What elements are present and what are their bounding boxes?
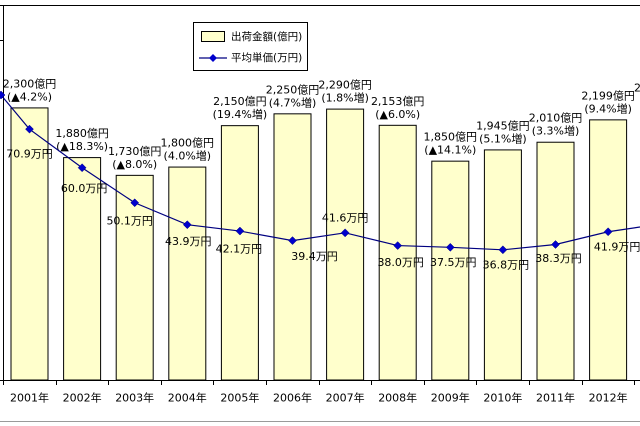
clipped-bar-label-right-edge: 2 [634,82,640,95]
bar-change-label-2004: (4.0%増) [164,150,212,163]
x-tick-label-2001: 2001年 [10,391,49,405]
bar-value-label-2010: 1,945億円 [476,119,530,132]
bar-value-label-2012: 2,199億円 [581,89,635,102]
line-value-label-2005: 42.1万円 [216,243,263,256]
x-tick-label-2010: 2010年 [483,391,522,405]
x-axis-labels: 2001年 2002年 2003年 2004年 2005年 2006年 2007年 2008年… [10,391,628,405]
bar-2007 [326,108,365,381]
line-value-label-2007: 41.6万円 [322,211,369,224]
x-tick-label-2012: 2012年 [589,391,628,405]
line-point-2012 [603,227,613,237]
x-tick-label-2009: 2009年 [431,391,470,405]
line-value-label-2001: 70.9万円 [6,148,53,161]
line-value-label-2009: 37.5万円 [430,256,477,269]
line-value-label-2011: 38.3万円 [535,252,582,265]
bar-2006 [273,113,312,381]
line-point-2010 [498,245,508,255]
bar-value-label-2008: 2,153億円 [371,95,425,108]
line-value-label-2010: 36.8万円 [483,258,530,271]
x-tick-label-2006: 2006年 [273,391,312,405]
line-point-offscreen-left [0,90,6,100]
bar-change-label-2005: (19.4%増) [213,108,268,121]
line-point-2005 [235,226,245,236]
legend-line-label: 平均単価(万円) [231,51,302,64]
bar-value-label-2002: 1,880億円 [55,127,109,140]
line-value-label-2008: 38.0万円 [377,256,424,269]
line-value-label-2002: 60.0万円 [61,182,108,195]
bar-change-label-2006: (4.7%増) [269,96,317,109]
x-tick-label-2004: 2004年 [168,391,207,405]
bar-2005 [220,125,259,381]
line-point-2001 [25,124,34,134]
bar-value-label-2007: 2,290億円 [318,79,372,92]
bar-2012 [589,119,628,381]
x-tick-label-2007: 2007年 [326,391,365,405]
line-point-2009 [445,242,455,252]
bar-2008 [378,124,417,381]
line-point-2003 [130,198,140,208]
legend: 出荷金額(億円) 平均単価(万円) [193,22,308,71]
line-value-label-2012: 41.9万円 [594,240,640,253]
bar-2003 [115,174,154,381]
bar-value-label-2009: 1,850億円 [424,131,478,144]
bar-value-label-2003: 1,730億円 [108,145,162,158]
line-continuation-right [608,226,640,233]
line-point-2004 [182,220,192,230]
bar-change-label-2009: (▲14.1%) [424,144,476,157]
bar-change-label-2003: (▲8.0%) [112,158,157,171]
bar-series [10,107,628,381]
line-point-2002 [77,163,87,173]
x-tick-label-2002: 2002年 [63,391,102,405]
bar-value-label-2001: 2,300億円 [3,77,57,90]
x-axis-ticks [3,380,635,385]
line-point-2006 [288,236,297,245]
bar-change-label-2008: (▲6.0%) [375,108,420,121]
bar-2001 [10,107,49,381]
bar-2011 [536,141,575,381]
bar-2002 [63,157,102,381]
bar-2010 [483,149,522,381]
bar-labels: 2,300億円(▲4.2%) 1,880億円(▲18.3%) 1,730億円(▲8.… [3,77,635,170]
line-value-label-2003: 50.1万円 [106,214,153,227]
legend-bar-swatch [201,31,225,42]
bar-value-label-2006: 2,250億円 [266,83,320,96]
x-tick-label-2008: 2008年 [378,391,417,405]
line-point-2007 [340,228,350,238]
x-tick-label-2003: 2003年 [115,391,154,405]
bar-value-label-2011: 2,010億円 [529,112,583,125]
bar-value-label-2004: 1,800億円 [161,137,215,150]
x-tick-label-2011: 2011年 [536,391,575,405]
bar-change-label-2007: (1.8%増) [321,92,369,105]
bar-value-label-2005: 2,150億円 [213,95,267,108]
line-labels: 70.9万円 60.0万円 50.1万円 43.9万円 42.1万円 39.4万円 41.6… [6,148,640,272]
line-value-label-2004: 43.9万円 [165,235,212,248]
x-tick-label-2005: 2005年 [220,391,259,405]
line-value-label-2006: 39.4万円 [291,250,338,263]
legend-bar-label: 出荷金額(億円) [231,30,302,43]
line-point-2011 [551,240,560,249]
legend-line-marker-icon [209,54,217,62]
line-series [0,90,640,255]
bar-change-label-2011: (3.3%増) [532,125,580,138]
bar-change-label-2010: (5.1%増) [479,132,527,145]
bar-change-label-2001: (▲4.2%) [7,90,52,103]
bar-2004 [168,166,207,381]
bar-change-label-2002: (▲18.3%) [56,140,108,153]
bar-2009 [431,160,470,381]
line-point-2008 [393,241,403,250]
bar-change-label-2012: (9.4%増) [584,102,632,115]
legend-box [193,22,308,71]
